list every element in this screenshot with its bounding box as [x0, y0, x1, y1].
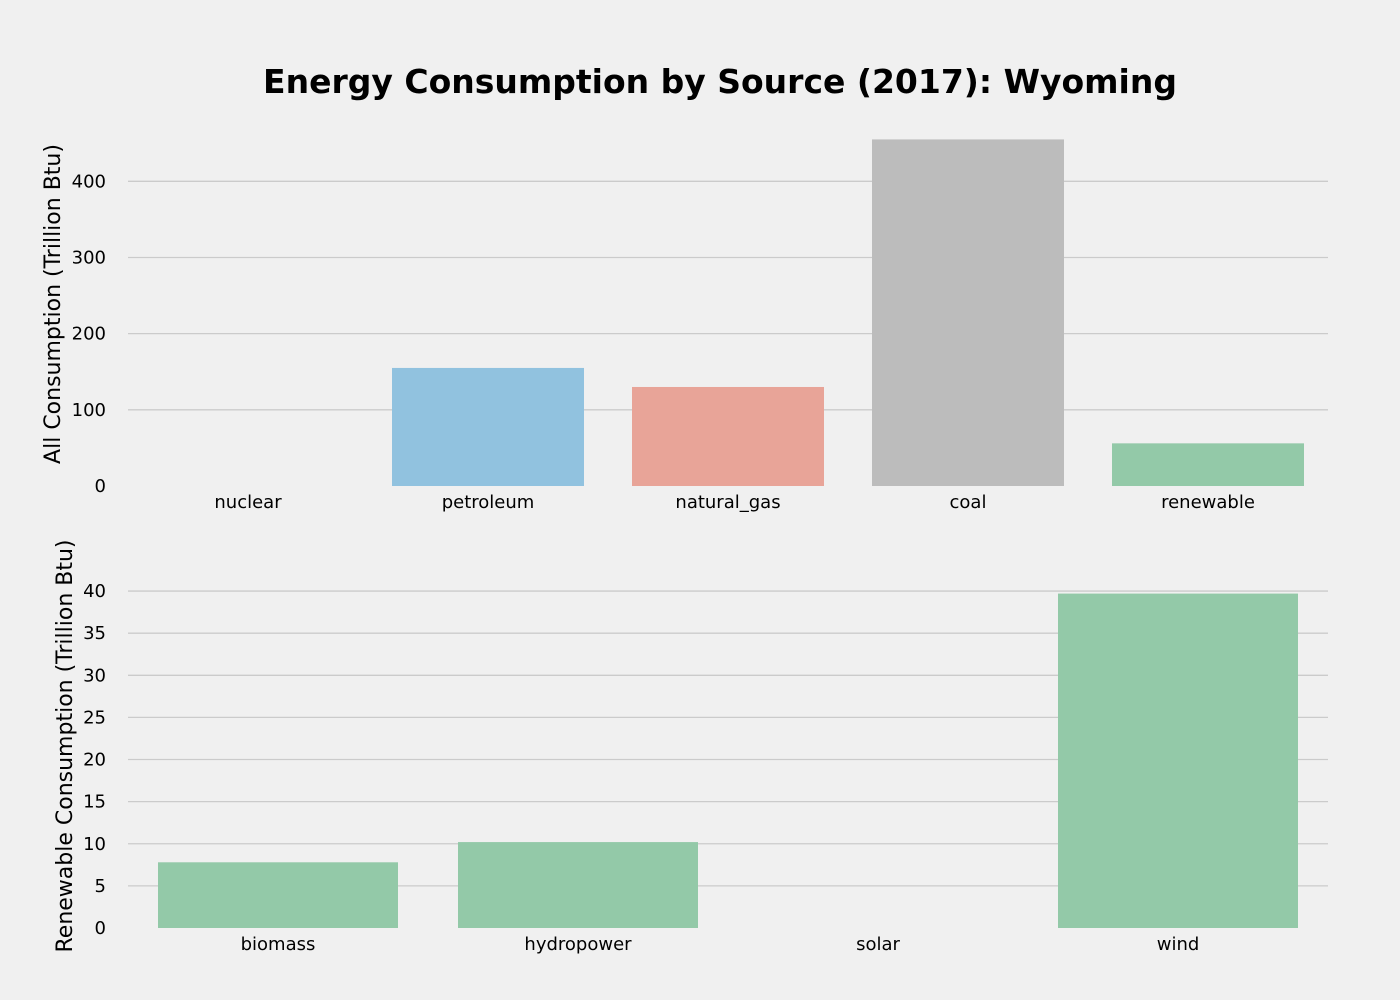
- y-tick-label: 25: [83, 707, 106, 728]
- x-tick-label-natural_gas: natural_gas: [675, 492, 780, 513]
- bar-biomass: [158, 862, 398, 928]
- y-tick-label: 10: [83, 834, 106, 855]
- y-tick-label: 5: [95, 876, 106, 897]
- y-tick-label: 400: [72, 171, 106, 192]
- bar-wind: [1058, 593, 1298, 928]
- x-tick-label-coal: coal: [950, 492, 987, 513]
- y-tick-label: 20: [83, 750, 106, 771]
- bar-coal: [872, 139, 1064, 486]
- y-tick-label: 300: [72, 247, 106, 268]
- bar-hydropower: [458, 842, 698, 928]
- y-tick-label: 40: [83, 581, 106, 602]
- x-tick-label-renewable: renewable: [1161, 492, 1255, 513]
- y-tick-label: 0: [95, 476, 106, 497]
- y-tick-label: 200: [72, 324, 106, 345]
- y-tick-label: 100: [72, 400, 106, 421]
- all-consumption-panel: 0 100 200 300 400 nuclear petroleum natural_gas…: [41, 139, 1328, 513]
- x-tick-label-biomass: biomass: [241, 934, 316, 955]
- x-tick-label-nuclear: nuclear: [214, 492, 282, 513]
- y-tick-label: 15: [83, 792, 106, 813]
- y-tick-label: 30: [83, 665, 106, 686]
- chart-title: Energy Consumption by Source (2017): Wyo…: [263, 62, 1177, 101]
- x-tick-label-solar: solar: [856, 934, 900, 955]
- renewable-consumption-panel: 0 5 10 15 20 25 30 35 40 biomass hydropower solar wi…: [53, 539, 1328, 955]
- y-tick-label: 35: [83, 623, 106, 644]
- bar-petroleum: [392, 367, 584, 486]
- y-axis-label: All Consumption (Trillion Btu): [41, 144, 66, 464]
- y-axis-label: Renewable Consumption (Trillion Btu): [53, 539, 78, 952]
- x-tick-label-hydropower: hydropower: [524, 934, 632, 955]
- bar-natural_gas: [632, 386, 824, 486]
- x-tick-label-petroleum: petroleum: [442, 492, 535, 513]
- bar-renewable: [1112, 443, 1304, 486]
- y-tick-label: 0: [95, 918, 106, 939]
- x-tick-label-wind: wind: [1157, 934, 1200, 955]
